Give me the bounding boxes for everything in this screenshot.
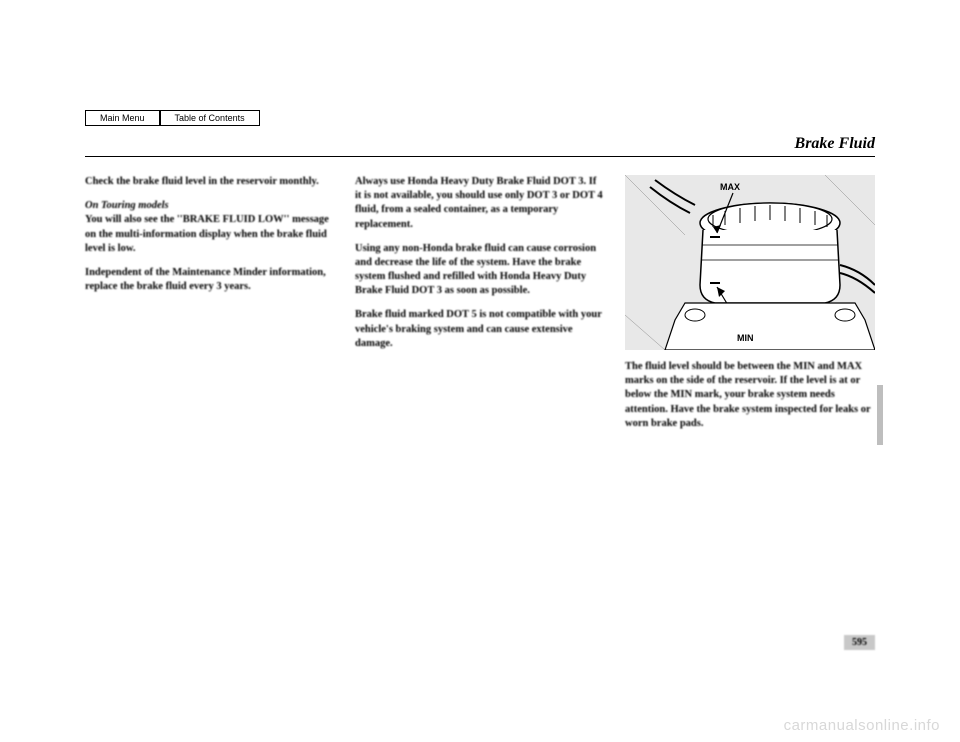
brake-reservoir-diagram: MAX MIN (625, 175, 875, 350)
col1-p2-text: You will also see the ''BRAKE FLUID LOW'… (85, 214, 329, 253)
max-label: MAX (720, 181, 740, 193)
col2-p2: Using any non-Honda brake fluid can caus… (355, 242, 605, 299)
col3-p1: The fluid level should be between the MI… (625, 360, 875, 431)
col2-p1: Always use Honda Heavy Duty Brake Fluid … (355, 175, 605, 232)
reservoir-svg (625, 175, 875, 350)
column-3: MAX MIN (625, 175, 875, 441)
page-number: 595 (844, 635, 875, 650)
col1-model-label: On Touring models (85, 200, 169, 211)
col2-p3: Brake fluid marked DOT 5 is not compatib… (355, 308, 605, 351)
nav-buttons: Main Menu Table of Contents (85, 110, 260, 126)
column-2: Always use Honda Heavy Duty Brake Fluid … (355, 175, 605, 441)
main-menu-button[interactable]: Main Menu (85, 110, 160, 126)
content-columns: Check the brake fluid level in the reser… (85, 175, 875, 441)
column-1: Check the brake fluid level in the reser… (85, 175, 335, 441)
watermark: carmanualsonline.info (784, 717, 940, 734)
col1-p2: On Touring models You will also see the … (85, 199, 335, 256)
title-rule (85, 156, 875, 157)
col1-p1: Check the brake fluid level in the reser… (85, 175, 335, 189)
col1-p3: Independent of the Maintenance Minder in… (85, 266, 335, 294)
side-tab (877, 385, 883, 445)
page-title: Brake Fluid (795, 135, 875, 153)
toc-button[interactable]: Table of Contents (160, 110, 260, 126)
min-label: MIN (737, 332, 754, 344)
